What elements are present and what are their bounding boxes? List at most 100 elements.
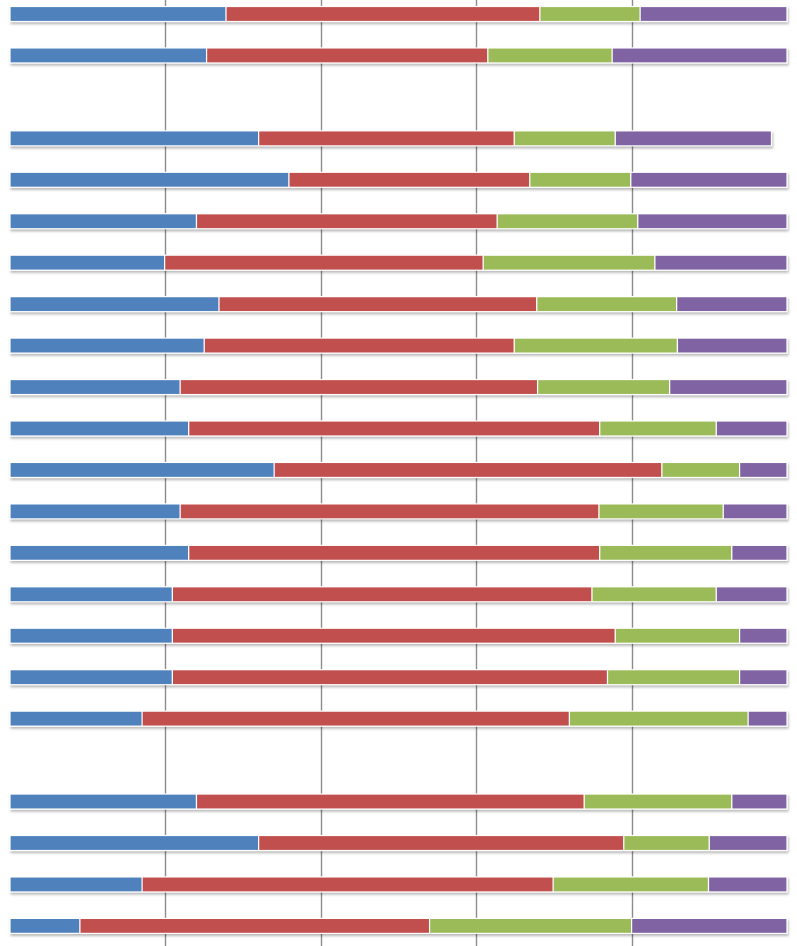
bar-segment-series-1 [9, 503, 181, 520]
bar-row-15 [9, 586, 788, 603]
bar-row-13 [9, 503, 788, 520]
bar-segment-series-4 [676, 296, 788, 313]
bar-segment-series-2 [188, 420, 601, 437]
bar-segment-series-2 [288, 171, 531, 188]
bar-segment-series-3 [513, 130, 616, 147]
bar-row-23 [9, 917, 788, 935]
bar-segment-series-2 [179, 503, 600, 520]
bar-row-18 [9, 710, 788, 727]
bar-row-8 [9, 296, 788, 313]
bar-segment-series-3 [487, 47, 613, 64]
bar-segment-series-2 [218, 296, 538, 313]
bar-segment-series-4 [611, 47, 788, 64]
bar-segment-series-1 [9, 876, 143, 893]
bar-row-10 [9, 378, 788, 396]
bar-segment-series-1 [9, 461, 275, 479]
bar-segment-series-4 [739, 461, 788, 479]
bar-segment-series-4 [739, 669, 788, 686]
bar-segment-series-2 [258, 834, 625, 852]
bar-segment-series-3 [599, 544, 733, 561]
bar-segment-series-4 [630, 171, 788, 188]
bar-row-16 [9, 627, 788, 644]
bar-row-12 [9, 461, 788, 479]
bar-segment-series-3 [428, 917, 633, 935]
bar-segment-series-3 [536, 378, 671, 396]
bar-segment-series-3 [661, 461, 741, 479]
bar-segment-series-2 [171, 586, 593, 603]
bar-row-2 [9, 47, 788, 64]
bar-segment-series-3 [591, 586, 717, 603]
bar-segment-series-2 [195, 213, 498, 230]
bar-segment-series-1 [9, 544, 190, 561]
bar-segment-series-2 [203, 337, 515, 354]
bar-row-14 [9, 544, 788, 561]
bar-segment-series-3 [614, 627, 741, 644]
bar-segment-series-4 [715, 586, 788, 603]
bar-segment-series-2 [141, 710, 571, 727]
bar-segment-series-1 [9, 130, 260, 147]
bar-segment-series-3 [623, 834, 710, 852]
bar-segment-series-4 [747, 710, 788, 727]
bar-segment-series-4 [630, 917, 788, 935]
bar-segment-series-1 [9, 47, 208, 64]
bar-segment-series-1 [9, 586, 173, 603]
bar-segment-series-3 [583, 793, 733, 810]
bar-row-9 [9, 337, 788, 354]
bar-segment-series-3 [539, 5, 641, 23]
bar-segment-series-1 [9, 834, 260, 852]
bar-row-20 [9, 793, 788, 810]
bar-segment-series-3 [552, 876, 710, 893]
bar-segment-series-2 [179, 378, 539, 396]
bar-segment-series-4 [707, 876, 788, 893]
bar-segment-series-3 [536, 296, 678, 313]
bar-segment-series-4 [739, 627, 788, 644]
bar-segment-series-2 [195, 793, 585, 810]
bar-segment-series-1 [9, 378, 181, 396]
bar-segment-series-2 [188, 544, 601, 561]
bar-segment-series-4 [715, 420, 788, 437]
bar-segment-series-2 [273, 461, 663, 479]
bar-segment-series-2 [171, 627, 616, 644]
bar-segment-series-3 [496, 213, 639, 230]
bar-segment-series-4 [637, 213, 788, 230]
bar-row-4 [9, 130, 773, 147]
bar-segment-series-4 [731, 544, 788, 561]
bar-segment-series-2 [164, 254, 484, 271]
bar-row-6 [9, 213, 788, 230]
bar-row-11 [9, 420, 788, 437]
bar-row-1 [9, 5, 788, 23]
bar-row-21 [9, 834, 788, 852]
bar-segment-series-3 [568, 710, 749, 727]
bar-row-22 [9, 876, 788, 893]
bar-segment-series-1 [9, 710, 143, 727]
bar-segment-series-2 [258, 130, 515, 147]
bar-segment-series-3 [598, 503, 724, 520]
bar-segment-series-2 [171, 669, 609, 686]
bar-segment-series-4 [708, 834, 788, 852]
bar-row-17 [9, 669, 788, 686]
bar-segment-series-4 [722, 503, 788, 520]
bar-segment-series-1 [9, 213, 198, 230]
bar-segment-series-3 [599, 420, 717, 437]
bar-segment-series-1 [9, 627, 173, 644]
bar-segment-series-3 [606, 669, 741, 686]
bar-segment-series-2 [205, 47, 489, 64]
bar-segment-series-2 [141, 876, 554, 893]
bar-segment-series-3 [513, 337, 679, 354]
bar-segment-series-1 [9, 171, 290, 188]
bar-segment-series-1 [9, 669, 173, 686]
bar-segment-series-1 [9, 337, 205, 354]
bar-segment-series-4 [731, 793, 788, 810]
bar-segment-series-1 [9, 420, 190, 437]
bar-segment-series-2 [225, 5, 541, 23]
bar-segment-series-2 [79, 917, 431, 935]
bar-segment-series-4 [654, 254, 788, 271]
bar-segment-series-1 [9, 5, 227, 23]
bar-segment-series-1 [9, 254, 166, 271]
bar-row-7 [9, 254, 788, 271]
bar-segment-series-1 [9, 793, 198, 810]
bar-segment-series-4 [669, 378, 788, 396]
bar-segment-series-1 [9, 296, 220, 313]
